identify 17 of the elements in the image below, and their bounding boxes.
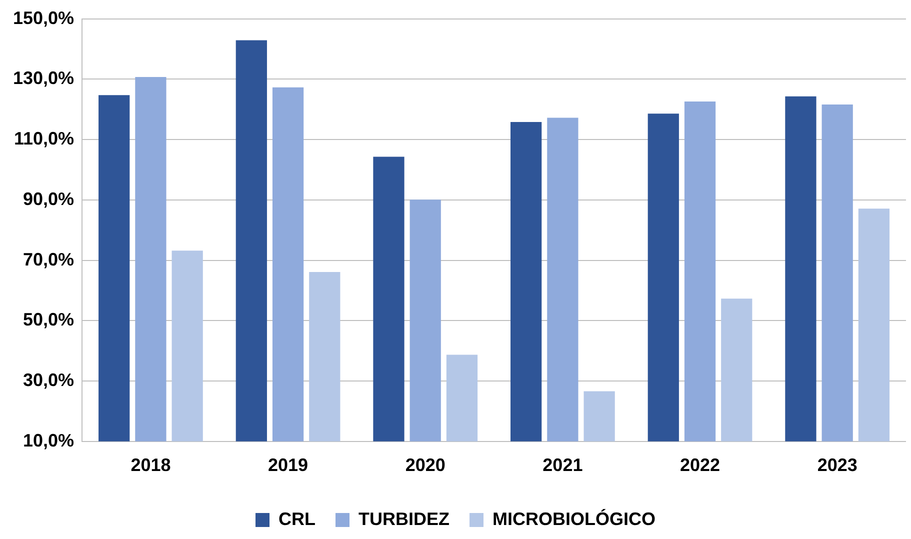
legend-label: MICROBIOLÓGICO [492, 508, 656, 529]
y-tick-label: 30,0% [23, 370, 74, 390]
x-tick-label: 2023 [817, 455, 858, 476]
legend-label: CRL [278, 508, 316, 529]
x-tick-label: 2021 [542, 455, 583, 476]
x-tick-label: 2018 [130, 455, 171, 476]
legend-label: TURBIDEZ [358, 508, 450, 529]
x-tick-label: 2019 [268, 455, 308, 476]
y-tick-label: 70,0% [23, 249, 74, 270]
y-tick-label: 110,0% [14, 128, 74, 149]
x-tick-label: 2022 [680, 455, 720, 476]
x-tick-label: 2020 [405, 455, 446, 476]
y-tick-label: 90,0% [23, 188, 74, 209]
y-tick-label: 150,0% [12, 8, 74, 28]
y-tick-label: 10,0% [23, 430, 74, 450]
y-tick-label: 130,0% [12, 68, 74, 88]
y-tick-label: 50,0% [23, 310, 74, 330]
